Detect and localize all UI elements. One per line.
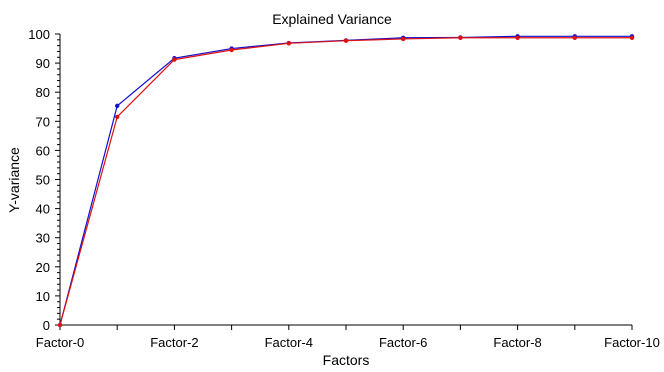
y-axis-ticks: 0 10 20 30 40 50 60 70 80 90 100: [28, 27, 60, 333]
data-point-series-2: [115, 114, 120, 120]
y-tick-label: 90: [36, 56, 50, 71]
data-point-series-2: [401, 36, 406, 42]
data-point-series-2: [515, 35, 520, 40]
data-point-series-2: [57, 322, 63, 328]
y-tick-label: 40: [36, 202, 50, 217]
x-tick-label: Factor-4: [265, 335, 313, 350]
y-tick-label: 70: [36, 114, 50, 129]
series-layer: [57, 34, 635, 328]
data-point-series-2: [629, 35, 635, 40]
y-tick-label: 0: [43, 318, 50, 333]
series-line-2: [59, 37, 632, 326]
y-tick-label: 20: [36, 260, 50, 275]
data-point-series-1: [115, 103, 120, 109]
y-tick-label: 50: [36, 173, 50, 188]
y-tick-label: 60: [36, 143, 50, 158]
y-tick-label: 10: [36, 289, 50, 304]
y-tick-label: 30: [36, 231, 50, 246]
chart-title: Explained Variance: [272, 11, 392, 27]
x-tick-label: Factor-2: [150, 335, 198, 350]
data-point-series-2: [229, 47, 234, 53]
x-tick-label: Factor-8: [493, 335, 541, 350]
data-point-series-2: [172, 57, 177, 62]
x-axis-title: Factors: [323, 352, 370, 367]
y-axis-title: Y-variance: [6, 147, 22, 213]
y-tick-label: 80: [36, 85, 50, 100]
data-point-series-2: [343, 38, 349, 43]
data-point-series-2: [572, 35, 577, 40]
data-point-series-2: [458, 35, 463, 40]
x-tick-label: Factor-0: [36, 335, 84, 350]
x-axis-ticks: Factor-0 Factor-2 Factor-4 Factor-6 Factor-8…: [36, 325, 660, 350]
x-tick-label: Factor-6: [379, 335, 427, 350]
x-tick-label: Factor-10: [604, 335, 660, 350]
y-tick-label: 100: [28, 27, 50, 42]
data-point-series-2: [286, 41, 291, 46]
series-line-1: [59, 35, 632, 326]
